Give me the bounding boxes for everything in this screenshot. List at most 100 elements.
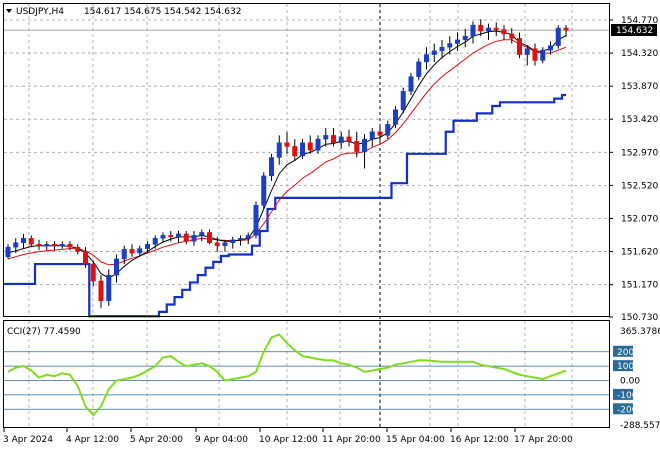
candle-body[interactable] [439, 46, 445, 52]
candle-body[interactable] [408, 76, 414, 92]
candle-body[interactable] [478, 24, 484, 32]
indicator-pane-frame [3, 320, 610, 428]
cci-level-badge [613, 388, 633, 400]
candle-body[interactable] [300, 142, 305, 157]
cci-level-label: -100 [617, 391, 638, 401]
time-tick-label: 5 Apr 20:00 [130, 435, 183, 445]
candle-body[interactable] [44, 243, 50, 246]
candle-body[interactable] [75, 246, 81, 252]
candle-body[interactable] [462, 35, 468, 41]
candle-body[interactable] [222, 242, 228, 246]
candle-body[interactable] [52, 243, 57, 246]
candle-body[interactable] [5, 246, 11, 257]
candle-body[interactable] [563, 27, 569, 31]
cci-level-badge [613, 360, 633, 372]
candle-body[interactable] [90, 263, 96, 282]
candle-body[interactable] [369, 131, 375, 140]
cci-scale-label: 365.3786 [620, 327, 660, 337]
candle-body[interactable] [214, 242, 220, 246]
candle-body[interactable] [137, 248, 143, 254]
candle-body[interactable] [36, 243, 42, 246]
candle-body[interactable] [307, 142, 313, 151]
candle-body[interactable] [199, 232, 205, 236]
candle-body[interactable] [517, 38, 522, 55]
cci-level-label: 200 [617, 348, 634, 358]
candle-body[interactable] [230, 239, 236, 243]
candle-body[interactable] [160, 235, 166, 239]
candle-body[interactable] [338, 136, 344, 144]
candle-body[interactable] [21, 238, 26, 244]
slow-moving-average [7, 39, 567, 266]
candle-body[interactable] [129, 249, 135, 254]
candle-body[interactable] [501, 29, 507, 35]
price-tick-label: 152.070 [621, 214, 658, 224]
candle-body[interactable] [253, 205, 259, 236]
candle-body[interactable] [145, 243, 150, 249]
candle-body[interactable] [114, 258, 119, 276]
candle-body[interactable] [245, 235, 251, 239]
candle-body[interactable] [168, 235, 174, 238]
current-price-badge [611, 24, 657, 36]
candle-body[interactable] [377, 131, 383, 136]
dropdown-triangle-icon[interactable] [6, 9, 12, 13]
time-tick-label: 15 Apr 04:00 [386, 435, 445, 445]
candle-body[interactable] [424, 54, 429, 63]
cci-level-label: -200 [617, 405, 638, 415]
candle-body[interactable] [292, 146, 298, 157]
candle-body[interactable] [183, 233, 189, 242]
candle-body[interactable] [28, 238, 34, 245]
candle-body[interactable] [323, 135, 329, 140]
candle-body[interactable] [470, 24, 476, 37]
candle-body[interactable] [455, 39, 460, 44]
price-tick-label: 154.770 [621, 16, 658, 26]
candle-body[interactable] [393, 109, 398, 125]
candle-body[interactable] [431, 50, 437, 55]
candle-body[interactable] [548, 45, 553, 51]
candle-body[interactable] [524, 48, 530, 55]
cci-label: CCI(27) 77.4590 [7, 327, 81, 337]
cci-line [7, 333, 567, 417]
candle-body[interactable] [447, 43, 453, 48]
candle-body[interactable] [238, 238, 243, 241]
candle-body[interactable] [152, 238, 158, 245]
candle-body[interactable] [98, 280, 104, 302]
candle-body[interactable] [362, 138, 367, 152]
candle-body[interactable] [416, 61, 422, 77]
candle-body[interactable] [532, 48, 538, 61]
candle-body[interactable] [276, 142, 282, 158]
candle-body[interactable] [83, 251, 88, 265]
candlesticks[interactable] [5, 19, 569, 309]
candle-body[interactable] [540, 49, 546, 61]
cci-level-label: 100 [617, 362, 634, 372]
candle-body[interactable] [493, 27, 499, 30]
price-tick-label: 152.520 [621, 181, 658, 191]
candle-body[interactable] [106, 274, 112, 302]
time-axis: 3 Apr 2024 4 Apr 12:00 5 Apr 20:00 9 Apr 04… [3, 428, 573, 445]
candle-body[interactable] [269, 157, 274, 177]
candle-body[interactable] [207, 232, 212, 243]
candle-body[interactable] [284, 142, 290, 147]
price-tick-label: 153.420 [621, 115, 658, 125]
price-tick-label: 151.620 [621, 248, 658, 258]
candle-body[interactable] [315, 138, 321, 151]
price-tick-label: 153.870 [621, 82, 658, 92]
candle-body[interactable] [385, 124, 391, 136]
time-tick-label: 9 Apr 04:00 [195, 435, 248, 445]
time-tick-label: 17 Apr 20:00 [514, 435, 573, 445]
candle-body[interactable] [354, 141, 360, 152]
candle-body[interactable] [13, 242, 19, 248]
candle-body[interactable] [67, 243, 73, 248]
candle-body[interactable] [191, 235, 197, 242]
candle-body[interactable] [346, 136, 352, 142]
candle-body[interactable] [555, 27, 561, 46]
price-tick-label: 150.730 [621, 313, 658, 323]
candle-body[interactable] [176, 233, 181, 238]
candle-body[interactable] [261, 175, 267, 206]
candle-body[interactable] [509, 33, 515, 39]
candle-body[interactable] [121, 249, 127, 260]
candle-body[interactable] [331, 135, 336, 144]
candle-body[interactable] [59, 243, 65, 246]
candle-body[interactable] [486, 27, 491, 32]
candle-body[interactable] [400, 91, 406, 110]
